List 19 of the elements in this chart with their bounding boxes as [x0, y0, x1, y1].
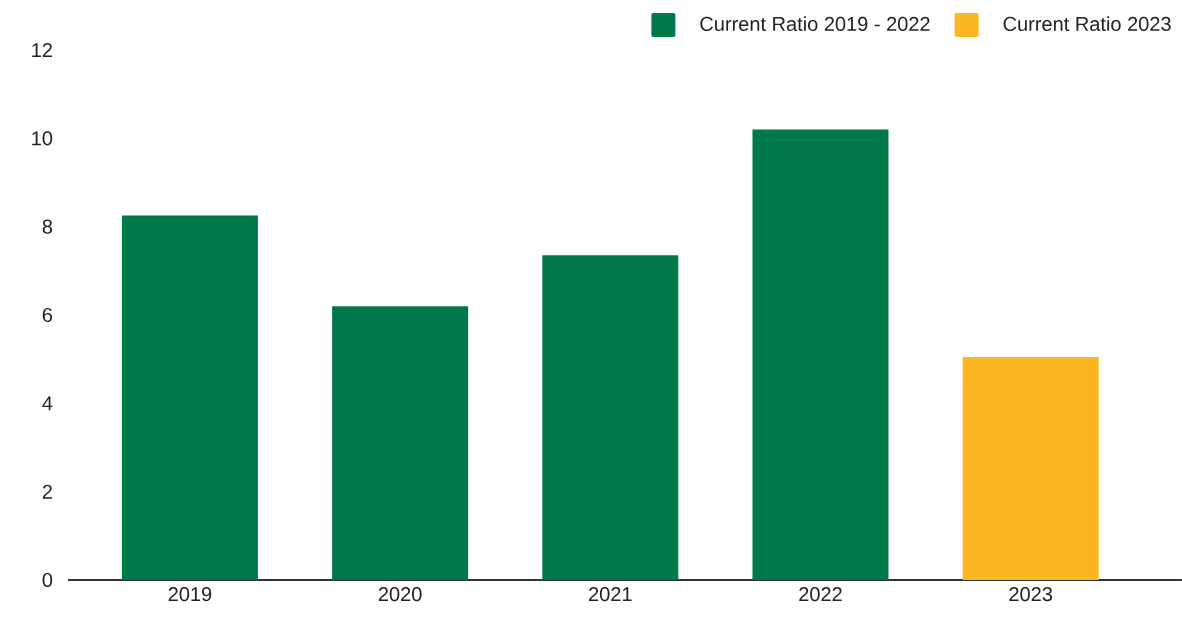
- y-tick-label: 2: [42, 484, 52, 499]
- bar: [752, 129, 889, 580]
- bar: [332, 306, 469, 580]
- legend-label: Current Ratio 2019 - 2022: [700, 16, 930, 32]
- legend-label: Current Ratio 2023: [1003, 16, 1171, 32]
- y-tick-label: 4: [42, 396, 53, 411]
- bar: [542, 255, 679, 580]
- x-tick-label: 2019: [168, 587, 212, 602]
- x-tick-label: 2023: [1009, 587, 1053, 602]
- x-tick-label: 2022: [799, 587, 842, 602]
- y-tick-label: 12: [32, 43, 52, 57]
- bar: [962, 356, 1099, 580]
- y-tick-label: 0: [42, 572, 53, 588]
- x-tick-label: 2020: [378, 587, 422, 602]
- bar: [121, 215, 258, 580]
- x-tick-label: 2021: [589, 587, 632, 602]
- y-tick-label: 8: [42, 219, 53, 234]
- y-tick-label: 6: [42, 307, 53, 323]
- y-tick-label: 10: [32, 131, 53, 146]
